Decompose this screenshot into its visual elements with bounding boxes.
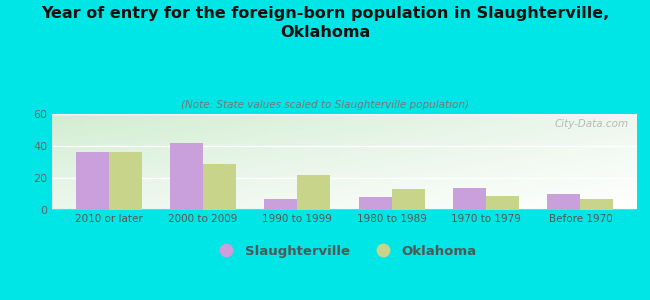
Bar [547,194,580,210]
Bar [203,164,236,210]
Bar [297,175,330,210]
Bar [265,199,297,210]
Bar [392,189,424,210]
Text: Year of entry for the foreign-born population in Slaughterville,
Oklahoma: Year of entry for the foreign-born popul… [41,6,609,40]
Bar [109,152,142,210]
Text: City-Data.com: City-Data.com [554,119,628,129]
Legend: Slaughterville, Oklahoma: Slaughterville, Oklahoma [207,239,482,263]
Bar [170,143,203,210]
Bar [486,196,519,210]
Bar [580,199,614,210]
Bar [75,152,109,210]
Bar [359,197,392,210]
Bar [453,188,486,210]
Text: (Note: State values scaled to Slaughterville population): (Note: State values scaled to Slaughterv… [181,100,469,110]
